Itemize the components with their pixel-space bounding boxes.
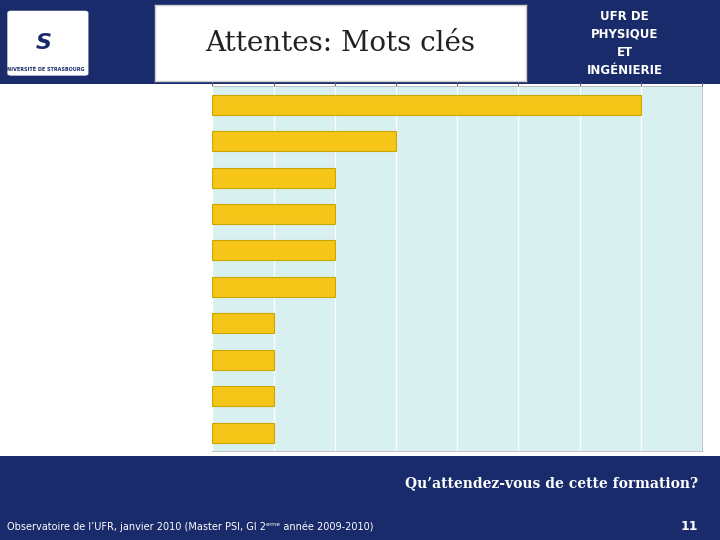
Text: UFR DE
PHYSIQUE
ET
INGÉNIERIE: UFR DE PHYSIQUE ET INGÉNIERIE [587,10,662,77]
Text: Qu’attendez-vous de cette formation?: Qu’attendez-vous de cette formation? [405,476,698,490]
FancyBboxPatch shape [8,11,88,75]
Bar [212,386,274,406]
Text: UNIVERSITÉ DE STRASBOURG: UNIVERSITÉ DE STRASBOURG [3,67,84,72]
Bar [212,277,335,297]
Bar [212,313,274,333]
Text: 11: 11 [681,520,698,533]
Bar [212,240,335,260]
Text: Amélioration continue: Amélioration continue [57,244,205,257]
Text: Eco-conception CAO: Eco-conception CAO [71,280,205,293]
Bar [212,94,641,114]
Text: Recherche: Recherche [135,426,205,439]
Bar [212,131,396,151]
Text: Observatoire de l’UFR, janvier 2010 (Master PSI, GI 2ᵉᵐᵉ année 2009-2010): Observatoire de l’UFR, janvier 2010 (Mas… [7,521,374,532]
Text: Qualité: Qualité [157,207,205,220]
Text: Automatisme: Automatisme [117,353,205,366]
Text: Génie Industriel: Génie Industriel [97,98,205,111]
Bar [212,204,335,224]
Bar [212,350,274,370]
Text: Gestion de projet: Gestion de projet [91,134,205,147]
Text: Management: Management [119,390,205,403]
Bar [212,167,335,187]
Text: Electronique + mécanique: Electronique + mécanique [30,316,205,330]
Text: S: S [35,33,51,53]
Text: Gestion de production: Gestion de production [58,171,205,184]
Text: Attentes: Mots clés: Attentes: Mots clés [205,30,475,57]
Bar [212,423,274,443]
